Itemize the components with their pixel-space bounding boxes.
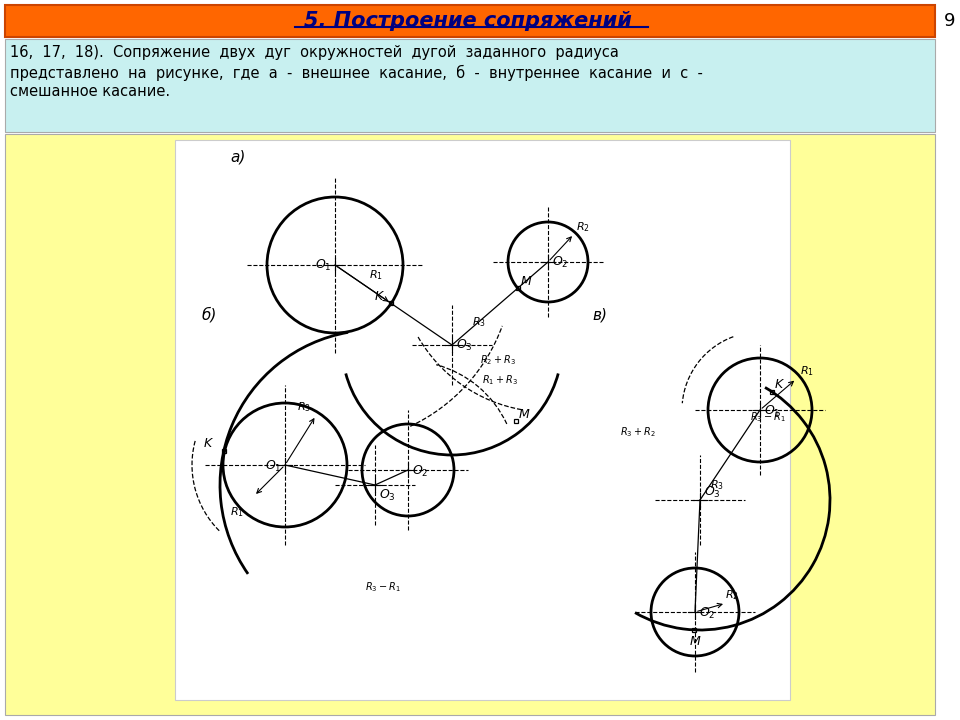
Text: смешанное касание.: смешанное касание. [10,84,170,99]
Text: K: K [775,378,783,391]
Text: $O_1$: $O_1$ [265,459,281,474]
Text: M: M [689,635,700,648]
Text: б): б) [202,307,217,323]
Bar [389,302,394,305]
Text: $R_3-R_1$: $R_3-R_1$ [365,580,400,594]
Bar [5,5,935,37]
Text: $R_3+R_2$: $R_3+R_2$ [620,425,656,438]
Text: $R_1+R_3$: $R_1+R_3$ [482,373,518,387]
Bar [5,39,935,132]
Text: $O_1$: $O_1$ [315,258,331,273]
Text: $R_1$: $R_1$ [369,268,383,282]
Text: $R_2$: $R_2$ [576,220,589,234]
Text: K: K [204,437,212,451]
Text: K: K [375,290,383,303]
Bar [5,134,935,715]
Bar [515,419,518,423]
Text: $R_2$: $R_2$ [725,588,739,602]
Text: $O_1$: $O_1$ [764,404,780,419]
Text: 9: 9 [945,12,956,30]
Text: M: M [519,408,530,421]
Text: $R_1$: $R_1$ [230,505,244,519]
Text: а): а) [230,150,246,165]
Text: $R_1$: $R_1$ [800,364,814,378]
Text: в): в) [592,308,607,323]
Text: M: M [520,275,532,288]
Bar [516,286,519,290]
Bar [692,628,696,632]
Text: $O_3$: $O_3$ [704,485,721,500]
Text: $O_3$: $O_3$ [456,338,472,353]
Text: $O_2$: $O_2$ [699,606,715,621]
Bar [770,390,774,394]
Text: представлено  на  рисунке,  где  а  -  внешнее  касание,  б  -  внутреннее  каса: представлено на рисунке, где а - внешнее… [10,65,703,81]
Text: $O_3$: $O_3$ [379,488,396,503]
Text: $R_3$: $R_3$ [472,315,486,329]
Text: $O_2$: $O_2$ [412,464,428,479]
Text: 5. Построение сопряжений: 5. Построение сопряжений [304,11,632,31]
Bar [175,140,790,700]
Text: $R_3$: $R_3$ [297,400,311,414]
Text: 16,  17,  18).  Сопряжение  двух  дуг  окружностей  дугой  заданного  радиуса: 16, 17, 18). Сопряжение двух дуг окружно… [10,45,619,60]
Text: $R_2+R_3$: $R_2+R_3$ [480,353,516,366]
Bar [222,449,226,454]
Text: $R_3$: $R_3$ [710,478,724,492]
Text: $R_3-R_1$: $R_3-R_1$ [750,410,786,424]
Text: $O_2$: $O_2$ [552,255,568,270]
